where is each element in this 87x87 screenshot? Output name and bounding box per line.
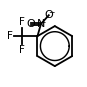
Text: N: N <box>37 19 45 29</box>
Text: F: F <box>19 45 25 55</box>
Text: F: F <box>19 17 25 27</box>
Text: O: O <box>26 19 35 29</box>
Text: O: O <box>45 10 53 20</box>
Text: +: + <box>40 17 46 27</box>
Text: −: − <box>48 8 54 17</box>
Text: F: F <box>7 31 13 41</box>
